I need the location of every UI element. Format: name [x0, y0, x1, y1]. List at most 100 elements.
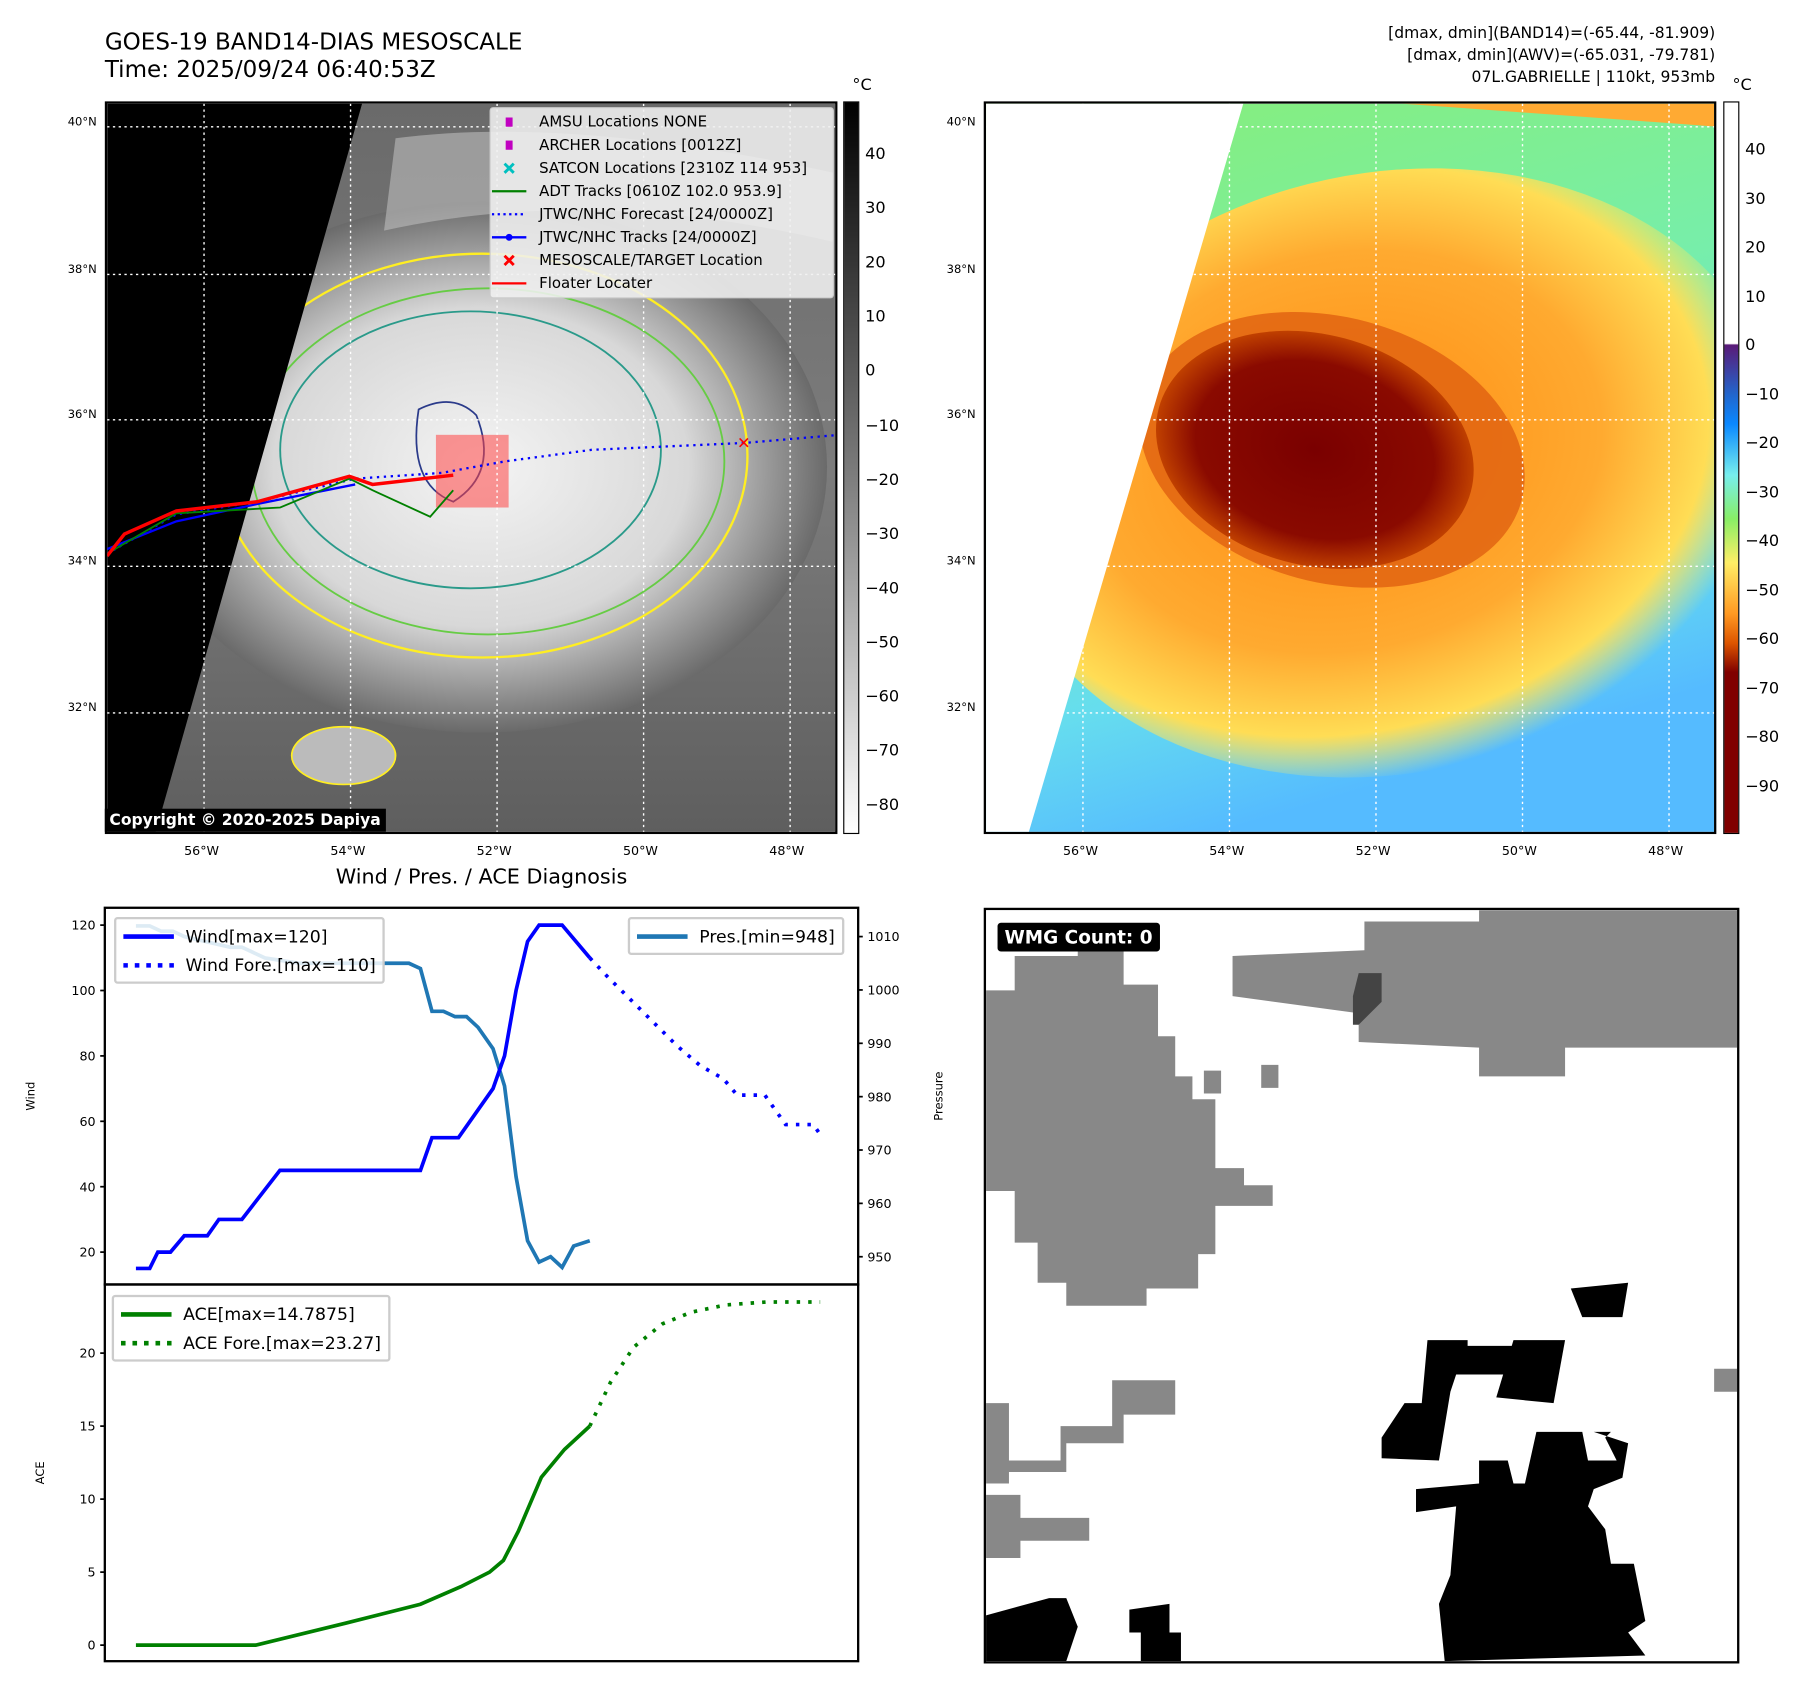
best-track: [107, 483, 356, 551]
lat-label: 34°N: [946, 555, 976, 568]
pressure-tick-label: 1010: [867, 929, 899, 944]
lat-label: 36°N: [67, 408, 97, 422]
legend-entry: JTWC/NHC Tracks [24/0000Z]: [491, 226, 833, 249]
color-colorbar: [1723, 101, 1740, 835]
solid-line-icon: [491, 278, 528, 290]
lat-label: 40°N: [946, 116, 976, 130]
ir-color-map: [983, 101, 1717, 835]
diagnosis-chart: 20 40 60 80 100 120 950 960 970 980 990 1000 1010 0 5 1…: [24, 906, 945, 1663]
wind-legend-line: [123, 933, 174, 939]
legend-entry: Floater Locater: [491, 272, 833, 295]
wind-tick-label: 100: [71, 983, 95, 998]
legend-label: Floater Locater: [539, 274, 653, 293]
legend-entry: JTWC/NHC Forecast [24/0000Z]: [491, 203, 833, 226]
wind-tick-label: 80: [79, 1049, 95, 1064]
map-legend: AMSU Locations NONE ARCHER Locations [001…: [489, 107, 834, 299]
lat-label: 32°N: [67, 701, 97, 715]
colorbar-tick: −30: [1745, 483, 1780, 502]
colorbar-tick: 40: [1745, 140, 1766, 159]
pressure-legend: Pres.[min=948]: [627, 916, 844, 956]
colorbar-tick: −90: [1745, 777, 1780, 796]
wind-legend: Wind[max=120] Wind Fore.[max=110]: [114, 916, 385, 984]
dotted-line-icon: [491, 209, 528, 221]
wind-axis-label: Wind: [24, 1082, 38, 1111]
colorbar-tick: −60: [1745, 630, 1780, 649]
ir-grayscale-map: ✕: [104, 101, 838, 835]
lat-label: 34°N: [67, 555, 97, 568]
wind-line: [135, 923, 592, 1271]
colorbar-tick: 10: [1745, 287, 1766, 306]
colorbar-tick: −60: [865, 687, 900, 707]
ace-forecast-line: [588, 1300, 821, 1427]
lon-label: 56°W: [1062, 843, 1098, 859]
colorbar-tick: 30: [1745, 189, 1766, 208]
ace-tick-label: 5: [88, 1565, 96, 1580]
stats-awv: [dmax, dmin](AWV)=(-65.031, -79.781): [1407, 46, 1716, 65]
colorbar-tick: −40: [865, 579, 900, 598]
storm-info: 07L.GABRIELLE | 110kt, 953mb: [1471, 67, 1716, 87]
colorbar-tick: 40: [865, 145, 886, 164]
lat-label: 38°N: [67, 263, 97, 277]
wind-tick-label: 120: [71, 918, 95, 933]
lat-label: 40°N: [67, 116, 97, 130]
colorbar-tick: 0: [1745, 336, 1756, 355]
legend-entry: MESOSCALE/TARGET Location: [491, 249, 833, 272]
pressure-axis-label: Pressure: [931, 1072, 945, 1121]
forecast-track: [107, 434, 836, 555]
legend-entry: AMSU Locations NONE: [491, 111, 833, 134]
lon-label: 56°W: [184, 843, 220, 859]
legend-label: ARCHER Locations [0012Z]: [539, 136, 742, 154]
wmg-count-badge: WMG Count: 0: [997, 922, 1160, 952]
color-map-image: [986, 103, 1715, 832]
figure-title: GOES-19 BAND14-DIAS MESOSCALE Time: 2025…: [105, 28, 523, 83]
ace-fore-legend-line: [120, 1340, 172, 1345]
diagnosis-chart-title: Wind / Pres. / ACE Diagnosis: [335, 865, 628, 890]
colorbar-tick: −20: [865, 470, 900, 490]
ace-tick-label: 15: [79, 1419, 95, 1434]
ace-legend: ACE[max=14.7875] ACE Fore.[max=23.27]: [111, 1294, 391, 1362]
legend-label: JTWC/NHC Tracks [24/0000Z]: [539, 228, 757, 246]
wind-fore-legend-line: [123, 962, 174, 968]
title-line-1: GOES-19 BAND14-DIAS MESOSCALE: [104, 27, 523, 56]
plot-frame: [103, 1283, 860, 1663]
ace-line: [135, 1424, 592, 1647]
adt-track: [107, 477, 454, 555]
lat-label: 32°N: [946, 701, 976, 715]
wind-tick-label: 60: [79, 1114, 95, 1129]
colorbar-tick: −20: [1745, 434, 1780, 453]
legend-label: JTWC/NHC Forecast [24/0000Z]: [539, 205, 773, 223]
wind-tick-label: 20: [79, 1245, 95, 1260]
ace-legend-line: [120, 1311, 172, 1317]
copyright-label: Copyright © 2020-2025 Dapiya: [104, 808, 386, 832]
colorbar-tick: 20: [865, 253, 886, 273]
ace-tick-label: 20: [79, 1346, 95, 1361]
lon-label: 48°W: [769, 843, 805, 859]
colorbar-unit-right: °C: [1732, 76, 1752, 95]
wmg-panel: [983, 907, 1740, 1664]
lon-label: 50°W: [1501, 843, 1537, 859]
pressure-tick-label: 990: [867, 1036, 891, 1051]
title-time: Time: 2025/09/24 06:40:53Z: [104, 55, 436, 83]
pressure-tick-label: 970: [867, 1143, 891, 1158]
legend-label: SATCON Locations [2310Z 114 953]: [539, 159, 808, 177]
legend-entry: SATCON Locations [2310Z 114 953]: [491, 157, 833, 180]
colorbar-tick: −40: [1745, 532, 1780, 551]
wind-forecast-line: [588, 956, 824, 1139]
ace-fore-legend-label: ACE Fore.[max=23.27]: [183, 1332, 381, 1354]
colorbar-unit-left: °C: [852, 76, 872, 95]
colorbar-tick: −30: [865, 524, 900, 544]
lon-label: 54°W: [330, 843, 366, 859]
pressure-tick-label: 1000: [867, 983, 899, 998]
colorbar-tick: −80: [865, 796, 900, 815]
wind-legend-label: Wind[max=120]: [185, 925, 328, 947]
target-x-marker: ✕: [737, 434, 751, 453]
colorbar-tick: −70: [865, 741, 900, 761]
wmg-image: [986, 910, 1738, 1662]
ace-legend-label: ACE[max=14.7875]: [183, 1303, 355, 1325]
legend-label: AMSU Locations NONE: [539, 113, 708, 131]
lon-label: 48°W: [1648, 843, 1684, 859]
pressure-tick-label: 950: [867, 1249, 891, 1264]
colorbar-tick: 0: [865, 362, 876, 381]
ace-axis-label: ACE: [33, 1461, 47, 1484]
square-marker-icon: [491, 139, 528, 151]
